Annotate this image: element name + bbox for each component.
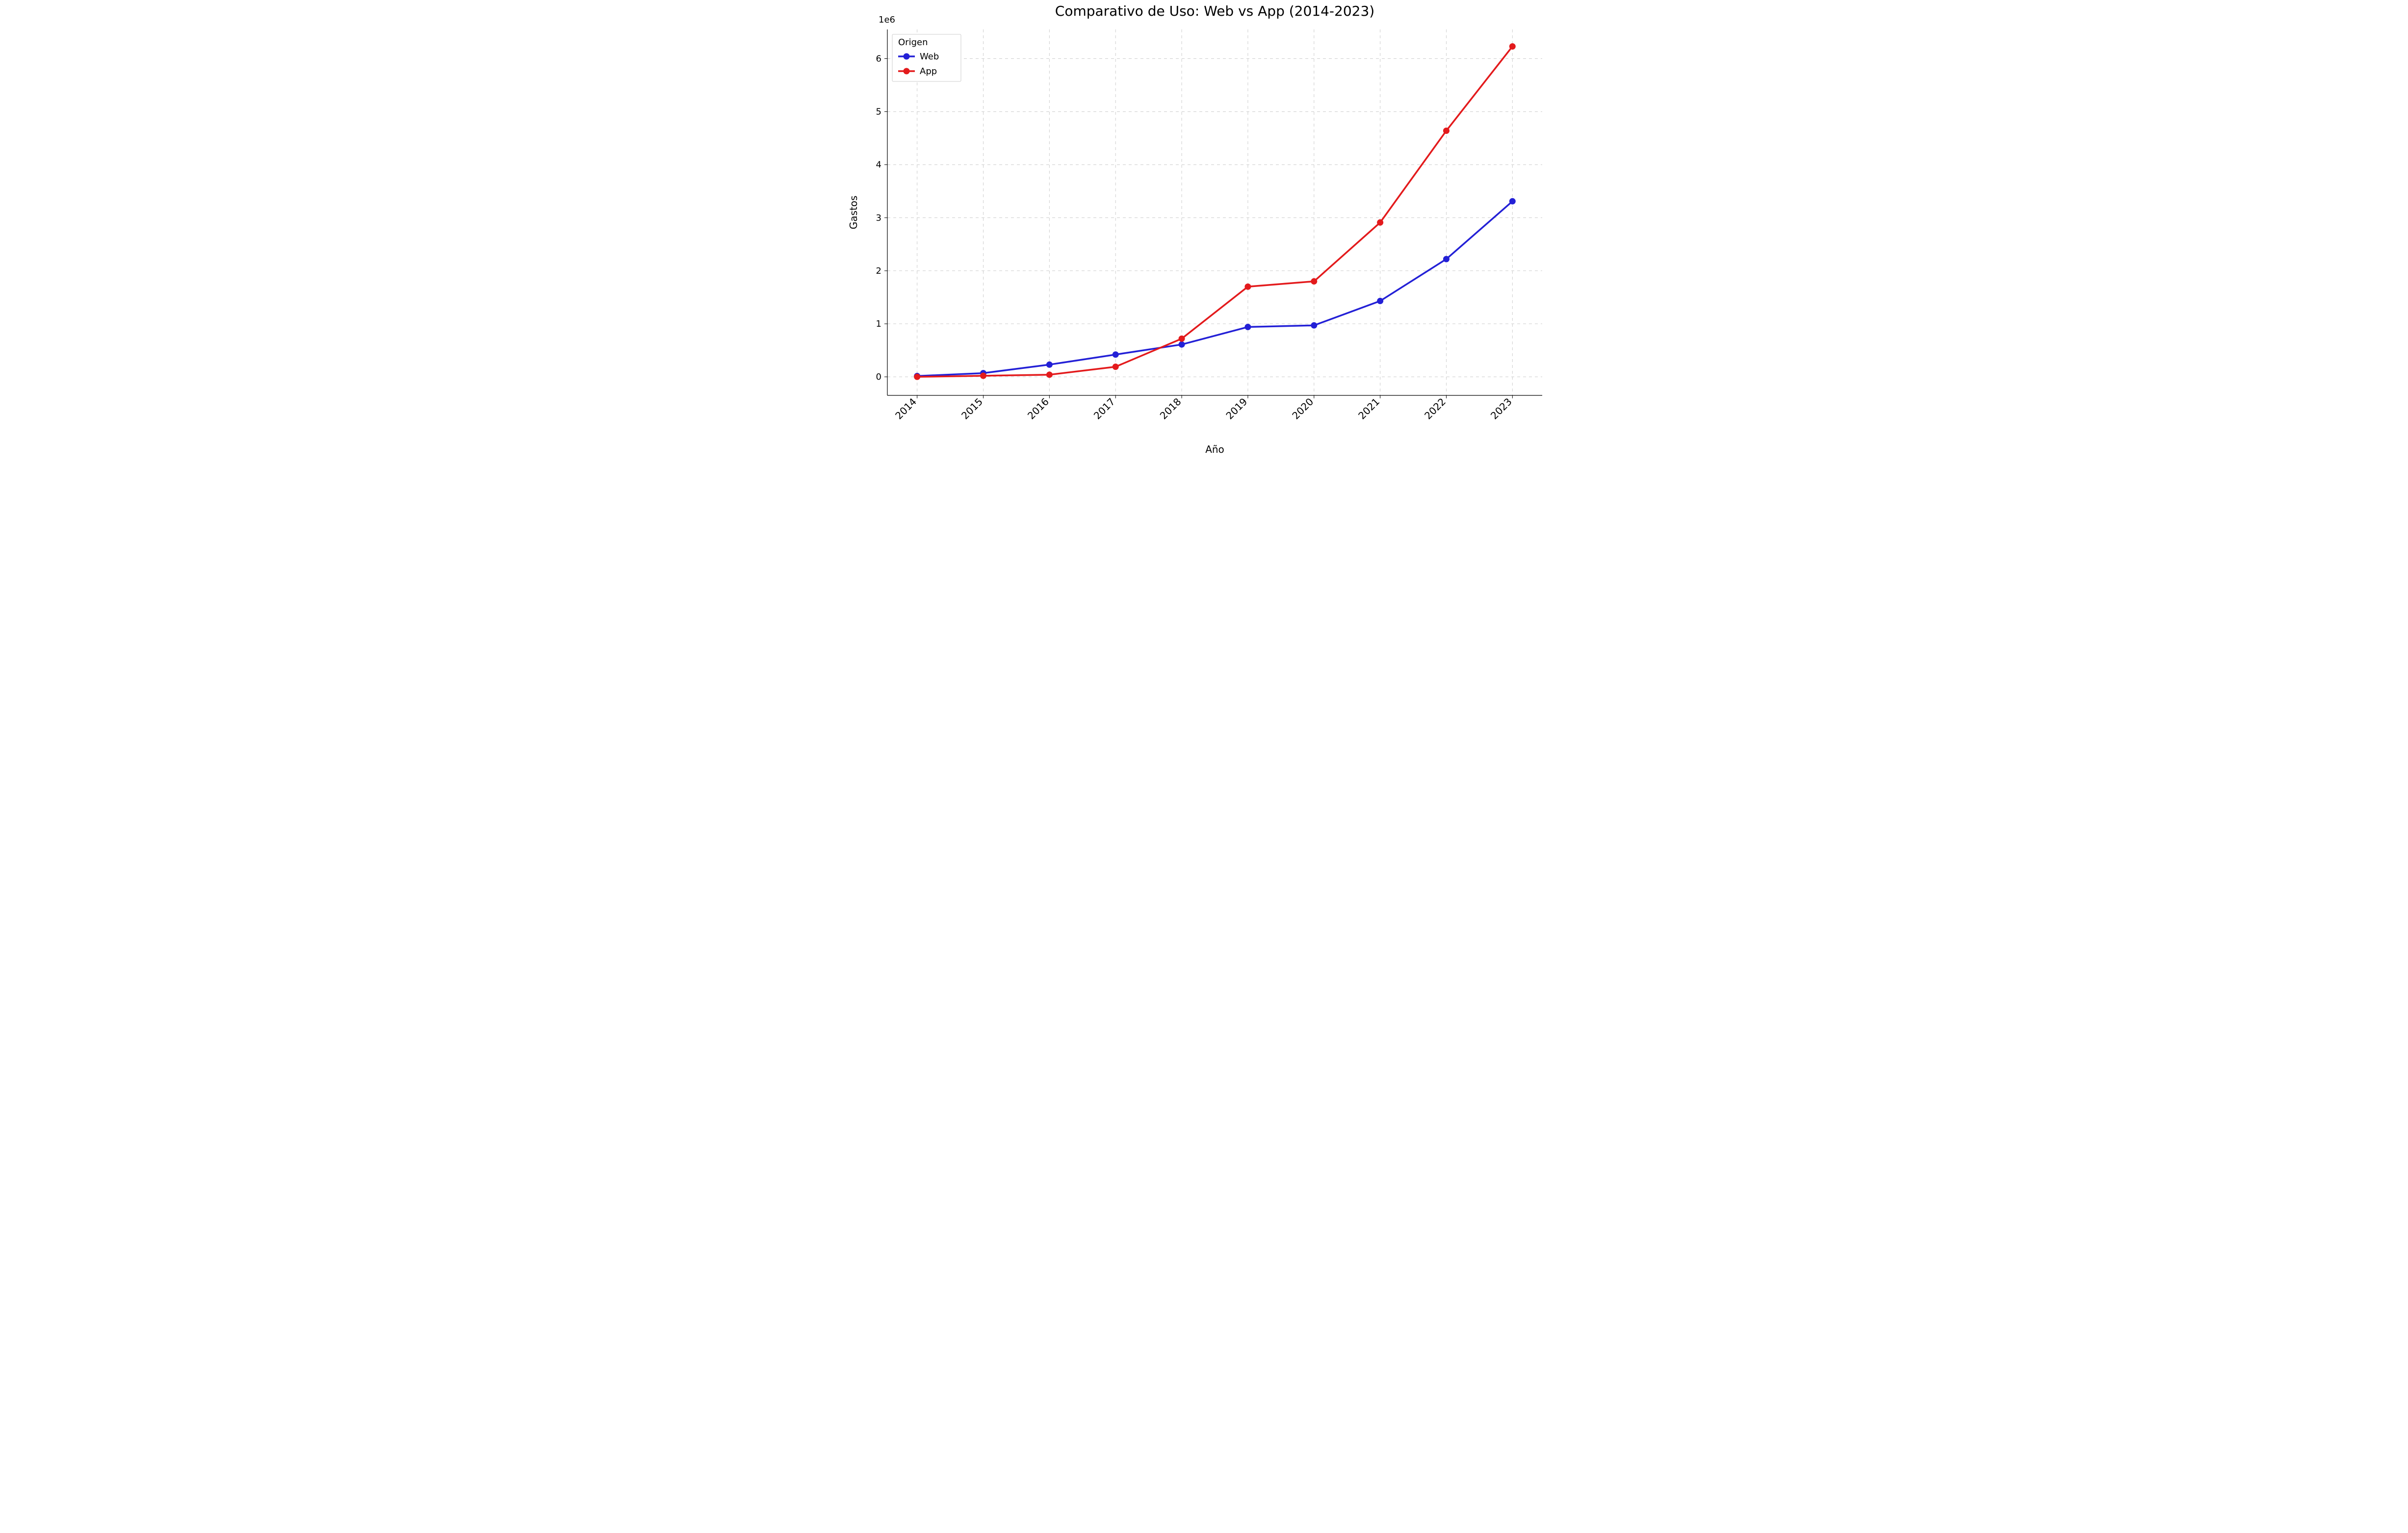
y-tick-label: 6	[876, 53, 881, 64]
series-marker-web	[1046, 362, 1052, 368]
series-marker-web	[1509, 198, 1515, 205]
series-marker-app	[1509, 43, 1515, 50]
series-marker-app	[1311, 278, 1317, 285]
chart-container: 2014201520162017201820192020202120222023…	[843, 0, 1565, 460]
series-marker-web	[1244, 324, 1251, 330]
series-marker-web	[1377, 298, 1383, 304]
series-marker-web	[1311, 322, 1317, 329]
series-marker-app	[1178, 336, 1185, 342]
y-tick-label: 1	[876, 319, 881, 329]
series-marker-web	[1443, 256, 1449, 262]
series-marker-app	[980, 372, 986, 379]
y-tick-label: 5	[876, 107, 881, 117]
series-marker-app	[1244, 284, 1251, 290]
y-tick-label: 2	[876, 266, 881, 276]
series-marker-web	[1112, 351, 1118, 358]
y-offset-text: 1e6	[879, 15, 895, 25]
legend-swatch-marker	[903, 68, 909, 75]
series-marker-app	[1112, 364, 1118, 370]
series-marker-app	[1443, 128, 1449, 134]
y-tick-label: 4	[876, 160, 881, 170]
series-marker-app	[1377, 219, 1383, 226]
chart-svg: 2014201520162017201820192020202120222023…	[843, 0, 1565, 460]
series-marker-web	[1178, 341, 1185, 348]
y-tick-label: 0	[876, 372, 881, 382]
legend: Origen Web App	[892, 34, 961, 81]
series-marker-app	[1046, 371, 1052, 378]
y-tick-label: 3	[876, 213, 881, 223]
legend-swatch-marker	[903, 53, 909, 60]
x-axis-label: Año	[1205, 443, 1224, 455]
legend-title: Origen	[898, 37, 928, 48]
legend-label: Web	[920, 52, 939, 62]
chart-title: Comparativo de Uso: Web vs App (2014-202…	[1055, 3, 1374, 19]
y-axis-label: Gastos	[848, 196, 859, 230]
legend-label: App	[920, 66, 937, 77]
series-marker-app	[914, 374, 920, 380]
